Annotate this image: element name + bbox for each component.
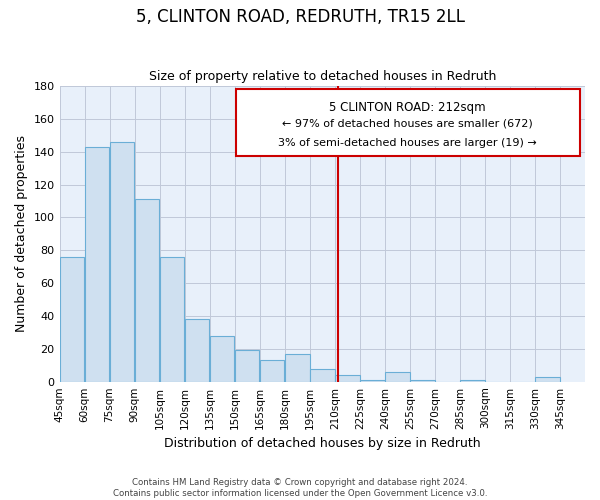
Bar xyxy=(110,142,134,382)
Bar xyxy=(135,200,160,382)
Title: Size of property relative to detached houses in Redruth: Size of property relative to detached ho… xyxy=(149,70,496,84)
Y-axis label: Number of detached properties: Number of detached properties xyxy=(15,136,28,332)
Text: ← 97% of detached houses are smaller (672): ← 97% of detached houses are smaller (67… xyxy=(282,118,533,128)
Bar xyxy=(85,147,109,382)
Text: 5 CLINTON ROAD: 212sqm: 5 CLINTON ROAD: 212sqm xyxy=(329,101,486,114)
Bar xyxy=(235,350,259,382)
FancyBboxPatch shape xyxy=(236,89,580,156)
Bar xyxy=(60,257,85,382)
Bar xyxy=(335,375,359,382)
Bar xyxy=(310,368,335,382)
Text: 5, CLINTON ROAD, REDRUTH, TR15 2LL: 5, CLINTON ROAD, REDRUTH, TR15 2LL xyxy=(136,8,464,26)
X-axis label: Distribution of detached houses by size in Redruth: Distribution of detached houses by size … xyxy=(164,437,481,450)
Bar xyxy=(210,336,235,382)
Bar xyxy=(460,380,485,382)
Bar xyxy=(285,354,310,382)
Bar xyxy=(260,360,284,382)
Text: Contains HM Land Registry data © Crown copyright and database right 2024.
Contai: Contains HM Land Registry data © Crown c… xyxy=(113,478,487,498)
Bar xyxy=(535,377,560,382)
Bar xyxy=(385,372,410,382)
Bar xyxy=(160,257,184,382)
Bar xyxy=(410,380,434,382)
Bar xyxy=(360,380,385,382)
Text: 3% of semi-detached houses are larger (19) →: 3% of semi-detached houses are larger (1… xyxy=(278,138,537,148)
Bar xyxy=(185,320,209,382)
